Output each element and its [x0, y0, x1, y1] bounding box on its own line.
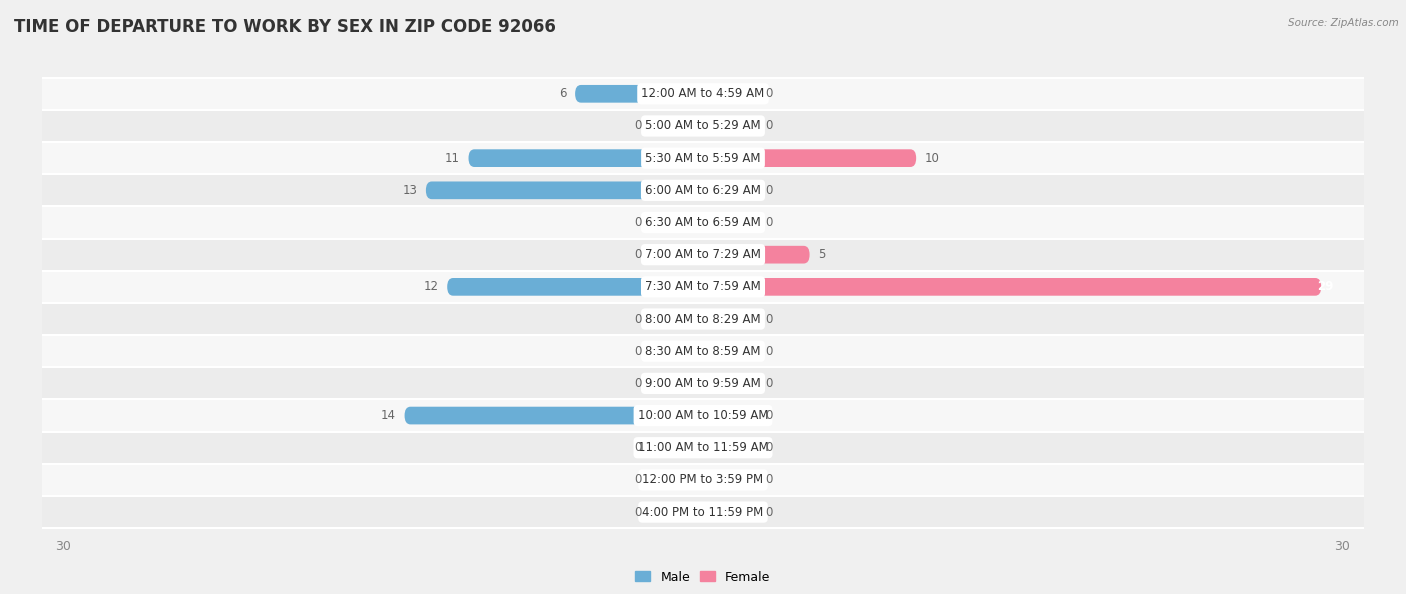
- FancyBboxPatch shape: [650, 117, 703, 135]
- FancyBboxPatch shape: [21, 174, 1406, 206]
- Text: 6:30 AM to 6:59 AM: 6:30 AM to 6:59 AM: [645, 216, 761, 229]
- Text: 0: 0: [765, 409, 772, 422]
- FancyBboxPatch shape: [650, 214, 703, 231]
- Text: 8:00 AM to 8:29 AM: 8:00 AM to 8:29 AM: [645, 312, 761, 326]
- FancyBboxPatch shape: [405, 407, 703, 424]
- FancyBboxPatch shape: [703, 117, 756, 135]
- FancyBboxPatch shape: [21, 464, 1406, 496]
- Text: 5:00 AM to 5:29 AM: 5:00 AM to 5:29 AM: [645, 119, 761, 132]
- Text: 0: 0: [634, 119, 641, 132]
- FancyBboxPatch shape: [21, 367, 1406, 400]
- FancyBboxPatch shape: [21, 110, 1406, 142]
- Text: 6:00 AM to 6:29 AM: 6:00 AM to 6:29 AM: [645, 184, 761, 197]
- Text: 0: 0: [765, 184, 772, 197]
- FancyBboxPatch shape: [650, 375, 703, 392]
- FancyBboxPatch shape: [650, 439, 703, 457]
- FancyBboxPatch shape: [703, 342, 756, 360]
- Text: 10:00 AM to 10:59 AM: 10:00 AM to 10:59 AM: [638, 409, 768, 422]
- Text: 4:00 PM to 11:59 PM: 4:00 PM to 11:59 PM: [643, 505, 763, 519]
- Legend: Male, Female: Male, Female: [630, 565, 776, 589]
- FancyBboxPatch shape: [703, 182, 756, 199]
- FancyBboxPatch shape: [703, 149, 917, 167]
- Text: 0: 0: [765, 119, 772, 132]
- Text: 0: 0: [765, 441, 772, 454]
- FancyBboxPatch shape: [703, 214, 756, 231]
- FancyBboxPatch shape: [21, 239, 1406, 271]
- FancyBboxPatch shape: [21, 400, 1406, 432]
- Text: 10: 10: [925, 151, 939, 165]
- Text: 0: 0: [634, 377, 641, 390]
- FancyBboxPatch shape: [575, 85, 703, 103]
- Text: 12:00 AM to 4:59 AM: 12:00 AM to 4:59 AM: [641, 87, 765, 100]
- Text: 7:30 AM to 7:59 AM: 7:30 AM to 7:59 AM: [645, 280, 761, 293]
- FancyBboxPatch shape: [703, 310, 756, 328]
- FancyBboxPatch shape: [447, 278, 703, 296]
- FancyBboxPatch shape: [650, 471, 703, 489]
- FancyBboxPatch shape: [426, 182, 703, 199]
- FancyBboxPatch shape: [650, 503, 703, 521]
- Text: 11: 11: [444, 151, 460, 165]
- FancyBboxPatch shape: [703, 246, 810, 264]
- Text: 0: 0: [634, 312, 641, 326]
- FancyBboxPatch shape: [703, 278, 1322, 296]
- Text: 0: 0: [765, 87, 772, 100]
- Text: 0: 0: [765, 505, 772, 519]
- Text: 8:30 AM to 8:59 AM: 8:30 AM to 8:59 AM: [645, 345, 761, 358]
- FancyBboxPatch shape: [650, 246, 703, 264]
- Text: TIME OF DEPARTURE TO WORK BY SEX IN ZIP CODE 92066: TIME OF DEPARTURE TO WORK BY SEX IN ZIP …: [14, 18, 555, 36]
- Text: 29: 29: [1317, 280, 1334, 293]
- Text: 0: 0: [765, 216, 772, 229]
- Text: 0: 0: [765, 377, 772, 390]
- Text: Source: ZipAtlas.com: Source: ZipAtlas.com: [1288, 18, 1399, 28]
- FancyBboxPatch shape: [703, 85, 756, 103]
- Text: 5:30 AM to 5:59 AM: 5:30 AM to 5:59 AM: [645, 151, 761, 165]
- FancyBboxPatch shape: [21, 303, 1406, 335]
- FancyBboxPatch shape: [468, 149, 703, 167]
- FancyBboxPatch shape: [21, 206, 1406, 239]
- Text: 11:00 AM to 11:59 AM: 11:00 AM to 11:59 AM: [638, 441, 768, 454]
- Text: 6: 6: [560, 87, 567, 100]
- Text: 0: 0: [765, 312, 772, 326]
- FancyBboxPatch shape: [21, 142, 1406, 174]
- Text: 12: 12: [423, 280, 439, 293]
- Text: 0: 0: [634, 505, 641, 519]
- FancyBboxPatch shape: [650, 342, 703, 360]
- Text: 0: 0: [634, 345, 641, 358]
- FancyBboxPatch shape: [703, 439, 756, 457]
- FancyBboxPatch shape: [703, 407, 756, 424]
- FancyBboxPatch shape: [703, 375, 756, 392]
- FancyBboxPatch shape: [21, 78, 1406, 110]
- Text: 12:00 PM to 3:59 PM: 12:00 PM to 3:59 PM: [643, 473, 763, 486]
- FancyBboxPatch shape: [703, 503, 756, 521]
- Text: 0: 0: [634, 248, 641, 261]
- FancyBboxPatch shape: [21, 432, 1406, 464]
- Text: 0: 0: [634, 441, 641, 454]
- FancyBboxPatch shape: [21, 271, 1406, 303]
- FancyBboxPatch shape: [21, 496, 1406, 528]
- Text: 0: 0: [765, 473, 772, 486]
- Text: 0: 0: [634, 216, 641, 229]
- FancyBboxPatch shape: [650, 310, 703, 328]
- Text: 14: 14: [381, 409, 396, 422]
- Text: 0: 0: [634, 473, 641, 486]
- Text: 0: 0: [765, 345, 772, 358]
- Text: 5: 5: [818, 248, 825, 261]
- FancyBboxPatch shape: [21, 335, 1406, 367]
- Text: 7:00 AM to 7:29 AM: 7:00 AM to 7:29 AM: [645, 248, 761, 261]
- Text: 9:00 AM to 9:59 AM: 9:00 AM to 9:59 AM: [645, 377, 761, 390]
- Text: 13: 13: [402, 184, 418, 197]
- FancyBboxPatch shape: [703, 471, 756, 489]
